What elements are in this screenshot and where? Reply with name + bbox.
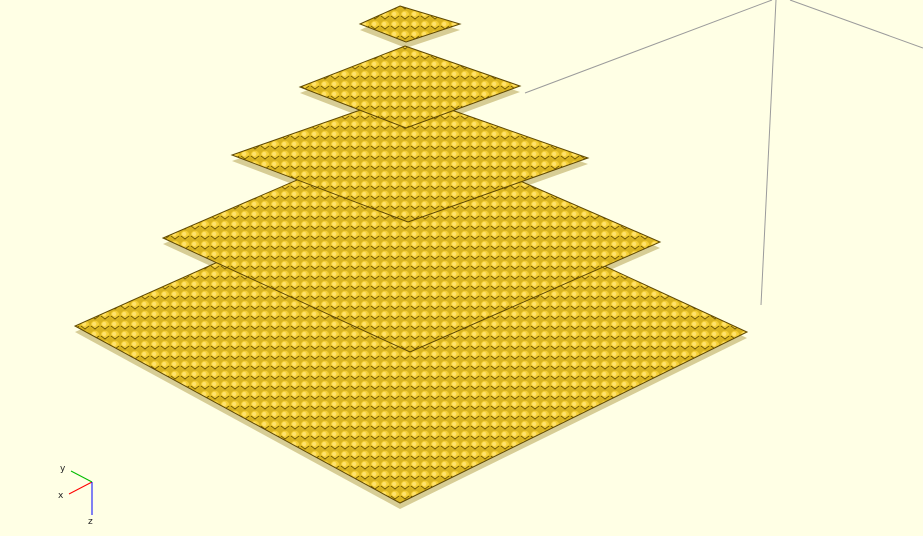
pyramid-model[interactable] bbox=[73, 5, 749, 509]
world-axis-z-line bbox=[760, 0, 777, 306]
pyramid-tier-5[interactable] bbox=[358, 5, 462, 43]
axes-gizmo-icon: x y z bbox=[58, 464, 93, 527]
axis-y-label: y bbox=[60, 464, 66, 474]
world-axes bbox=[524, 0, 923, 306]
axis-x-line bbox=[68, 481, 93, 495]
world-axis-x-line bbox=[524, 0, 773, 94]
axis-z-label: z bbox=[88, 517, 93, 527]
world-axis-y-line bbox=[789, 0, 923, 49]
axis-y-line bbox=[70, 470, 93, 483]
axis-x-label: x bbox=[58, 491, 64, 501]
pyramid-tier-3[interactable] bbox=[230, 93, 590, 223]
pyramid-tier-4[interactable] bbox=[298, 45, 522, 129]
pyramid-tier-2[interactable] bbox=[161, 131, 662, 353]
